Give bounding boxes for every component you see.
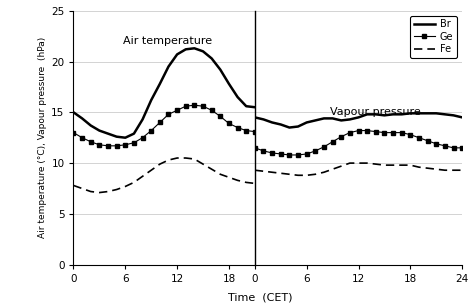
Text: Time  (CET): Time (CET) bbox=[228, 293, 293, 303]
Legend: Br, Ge, Fe: Br, Ge, Fe bbox=[410, 16, 457, 58]
Y-axis label: Air temperature (°C), Vapour pressure  (hPa): Air temperature (°C), Vapour pressure (h… bbox=[38, 37, 47, 238]
Text: Air temperature: Air temperature bbox=[123, 36, 212, 46]
Text: Vapour pressure: Vapour pressure bbox=[330, 107, 420, 117]
